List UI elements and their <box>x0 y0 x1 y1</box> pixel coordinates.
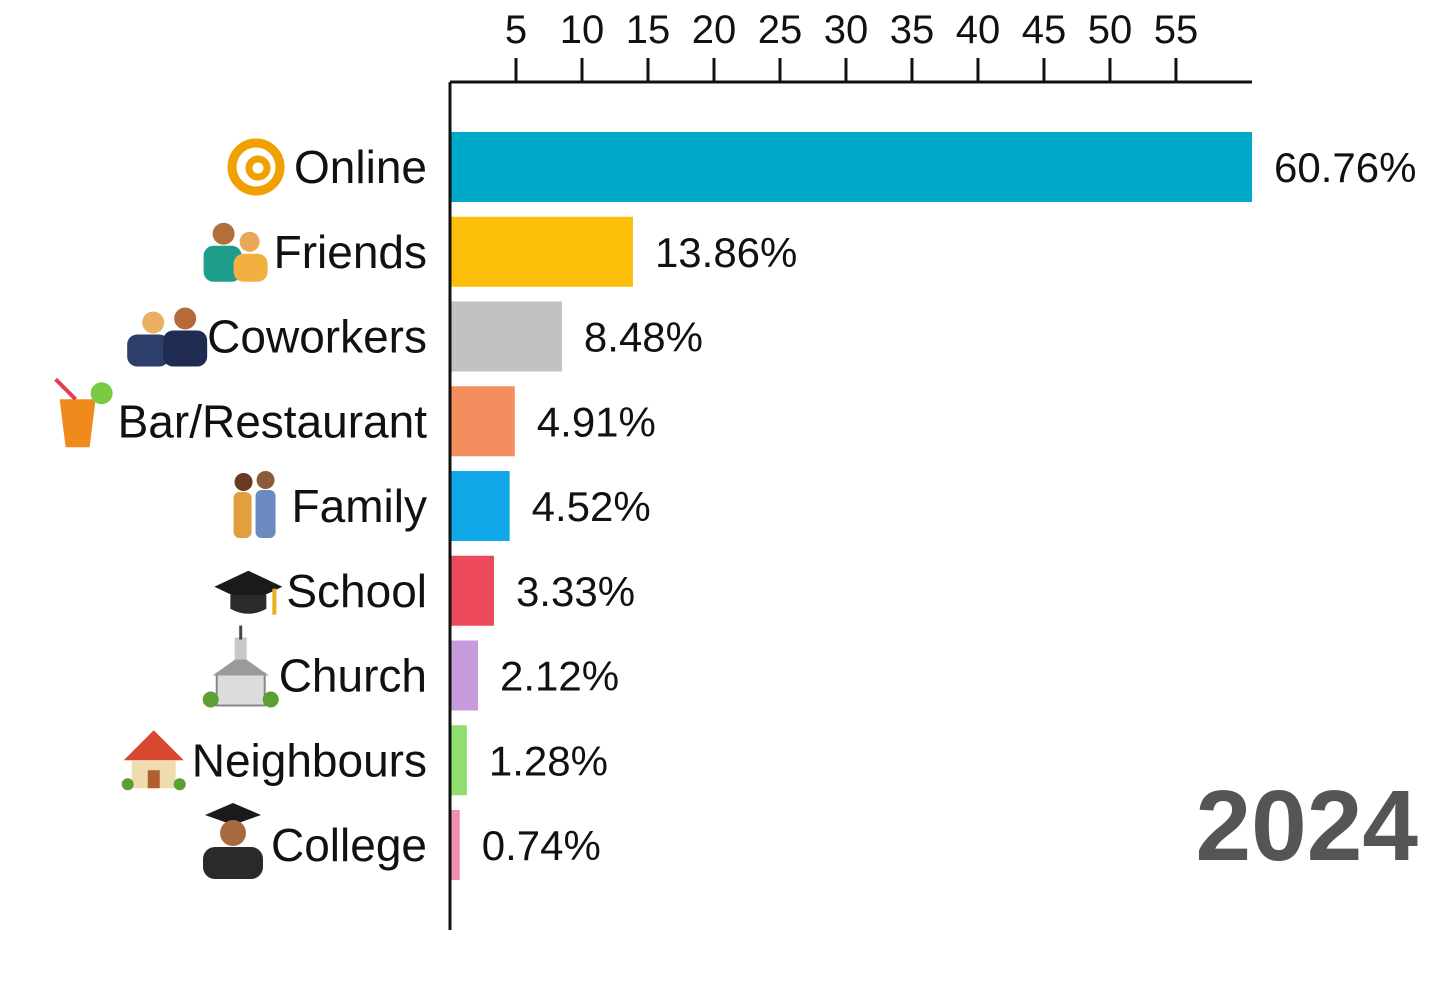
value-label: 60.76% <box>1274 144 1416 191</box>
value-label: 1.28% <box>489 737 608 784</box>
graduation-cap-icon <box>214 570 283 615</box>
x-tick-label: 20 <box>692 8 737 52</box>
category-label: Family <box>292 480 427 532</box>
drink-icon <box>54 377 113 448</box>
value-label: 8.48% <box>584 314 703 361</box>
at-sign-icon <box>227 138 285 196</box>
bar <box>451 555 494 626</box>
category-label: Bar/Restaurant <box>118 395 428 447</box>
bar-group: 60.76% Online 13.86% Friends 8.48% Coworkers 4… <box>54 132 1416 880</box>
x-tick-label: 35 <box>890 8 935 52</box>
x-axis-ticks: 5 10 15 20 25 30 35 40 45 50 55 <box>505 8 1198 82</box>
bar <box>451 386 515 457</box>
category-label: School <box>286 565 427 617</box>
category-label: Neighbours <box>192 734 427 786</box>
bar <box>451 301 562 372</box>
value-label: 2.12% <box>500 653 619 700</box>
graduate-icon <box>203 803 263 879</box>
family-icon <box>233 471 276 538</box>
value-label: 4.52% <box>532 483 651 530</box>
bar <box>451 725 467 796</box>
value-label: 3.33% <box>516 568 635 615</box>
category-label: College <box>271 819 427 871</box>
x-tick-label: 45 <box>1022 8 1067 52</box>
x-tick-label: 55 <box>1154 8 1199 52</box>
coworkers-icon <box>127 307 208 367</box>
value-label: 0.74% <box>482 822 601 869</box>
year-label: 2024 <box>1196 770 1419 882</box>
bar <box>451 132 1252 202</box>
bar <box>451 471 510 541</box>
category-label: Friends <box>274 226 427 278</box>
x-tick-label: 5 <box>505 8 527 52</box>
bar <box>451 640 478 711</box>
church-icon <box>202 625 279 708</box>
bar <box>451 810 460 880</box>
x-tick-label: 25 <box>758 8 803 52</box>
category-label: Coworkers <box>207 311 427 363</box>
x-tick-label: 40 <box>956 8 1001 52</box>
x-tick-label: 15 <box>626 8 671 52</box>
value-label: 4.91% <box>537 398 656 445</box>
x-tick-label: 10 <box>560 8 605 52</box>
x-tick-label: 50 <box>1088 8 1133 52</box>
x-tick-label: 30 <box>824 8 869 52</box>
category-label: Church <box>279 650 427 702</box>
friends-icon <box>203 222 268 282</box>
bar <box>451 216 633 287</box>
value-label: 13.86% <box>655 229 797 276</box>
house-icon <box>121 730 186 791</box>
category-label: Online <box>294 141 427 193</box>
